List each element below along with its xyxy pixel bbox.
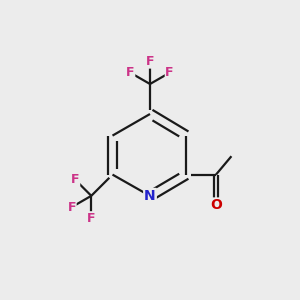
Text: F: F — [126, 66, 135, 79]
Text: N: N — [144, 189, 156, 203]
Text: F: F — [146, 55, 154, 68]
Text: O: O — [210, 198, 222, 212]
Text: F: F — [165, 66, 174, 79]
Text: F: F — [68, 201, 76, 214]
Text: F: F — [87, 212, 95, 225]
Text: F: F — [71, 173, 80, 186]
